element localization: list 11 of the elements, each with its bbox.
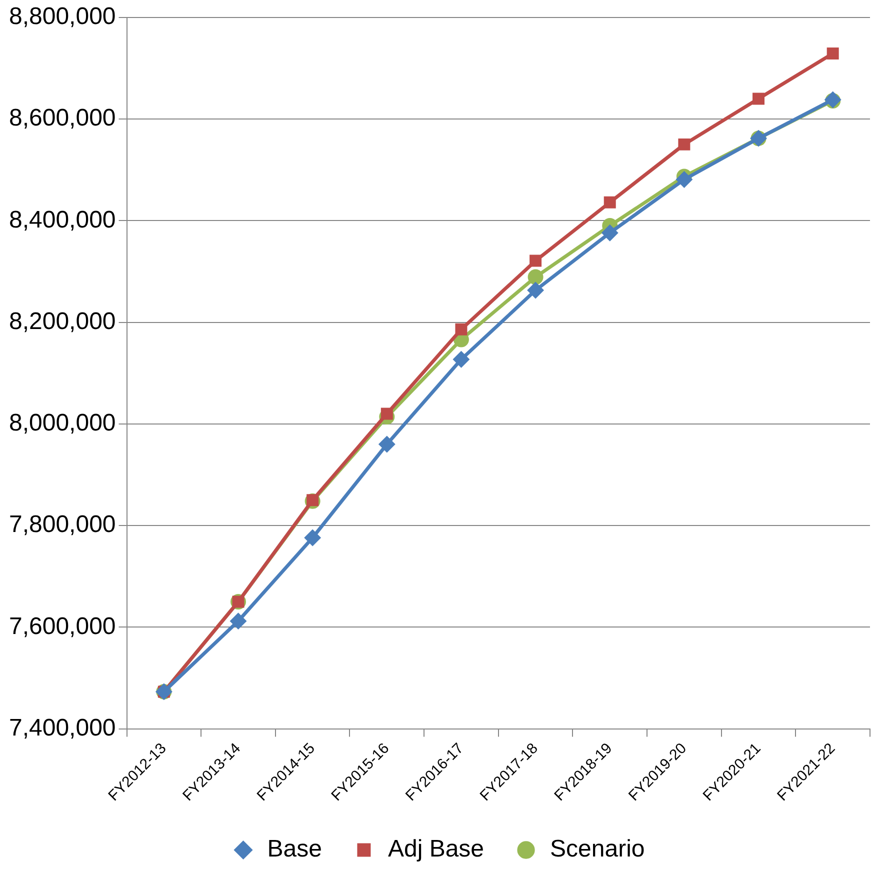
y-tick-label: 7,400,000 xyxy=(8,714,116,742)
y-tick-label: 8,400,000 xyxy=(8,206,116,234)
y-tick-label: 8,600,000 xyxy=(8,104,116,132)
y-tick-label: 7,800,000 xyxy=(8,511,116,538)
y-tick-label: 8,800,000 xyxy=(8,3,116,30)
y-tick-label: 8,000,000 xyxy=(8,410,116,437)
legend-label: Base xyxy=(267,836,322,863)
legend-label: Scenario xyxy=(550,836,645,863)
y-tick-label: 8,200,000 xyxy=(8,308,116,335)
legend-label: Adj Base xyxy=(388,836,484,863)
y-tick-label: 7,600,000 xyxy=(8,612,116,640)
